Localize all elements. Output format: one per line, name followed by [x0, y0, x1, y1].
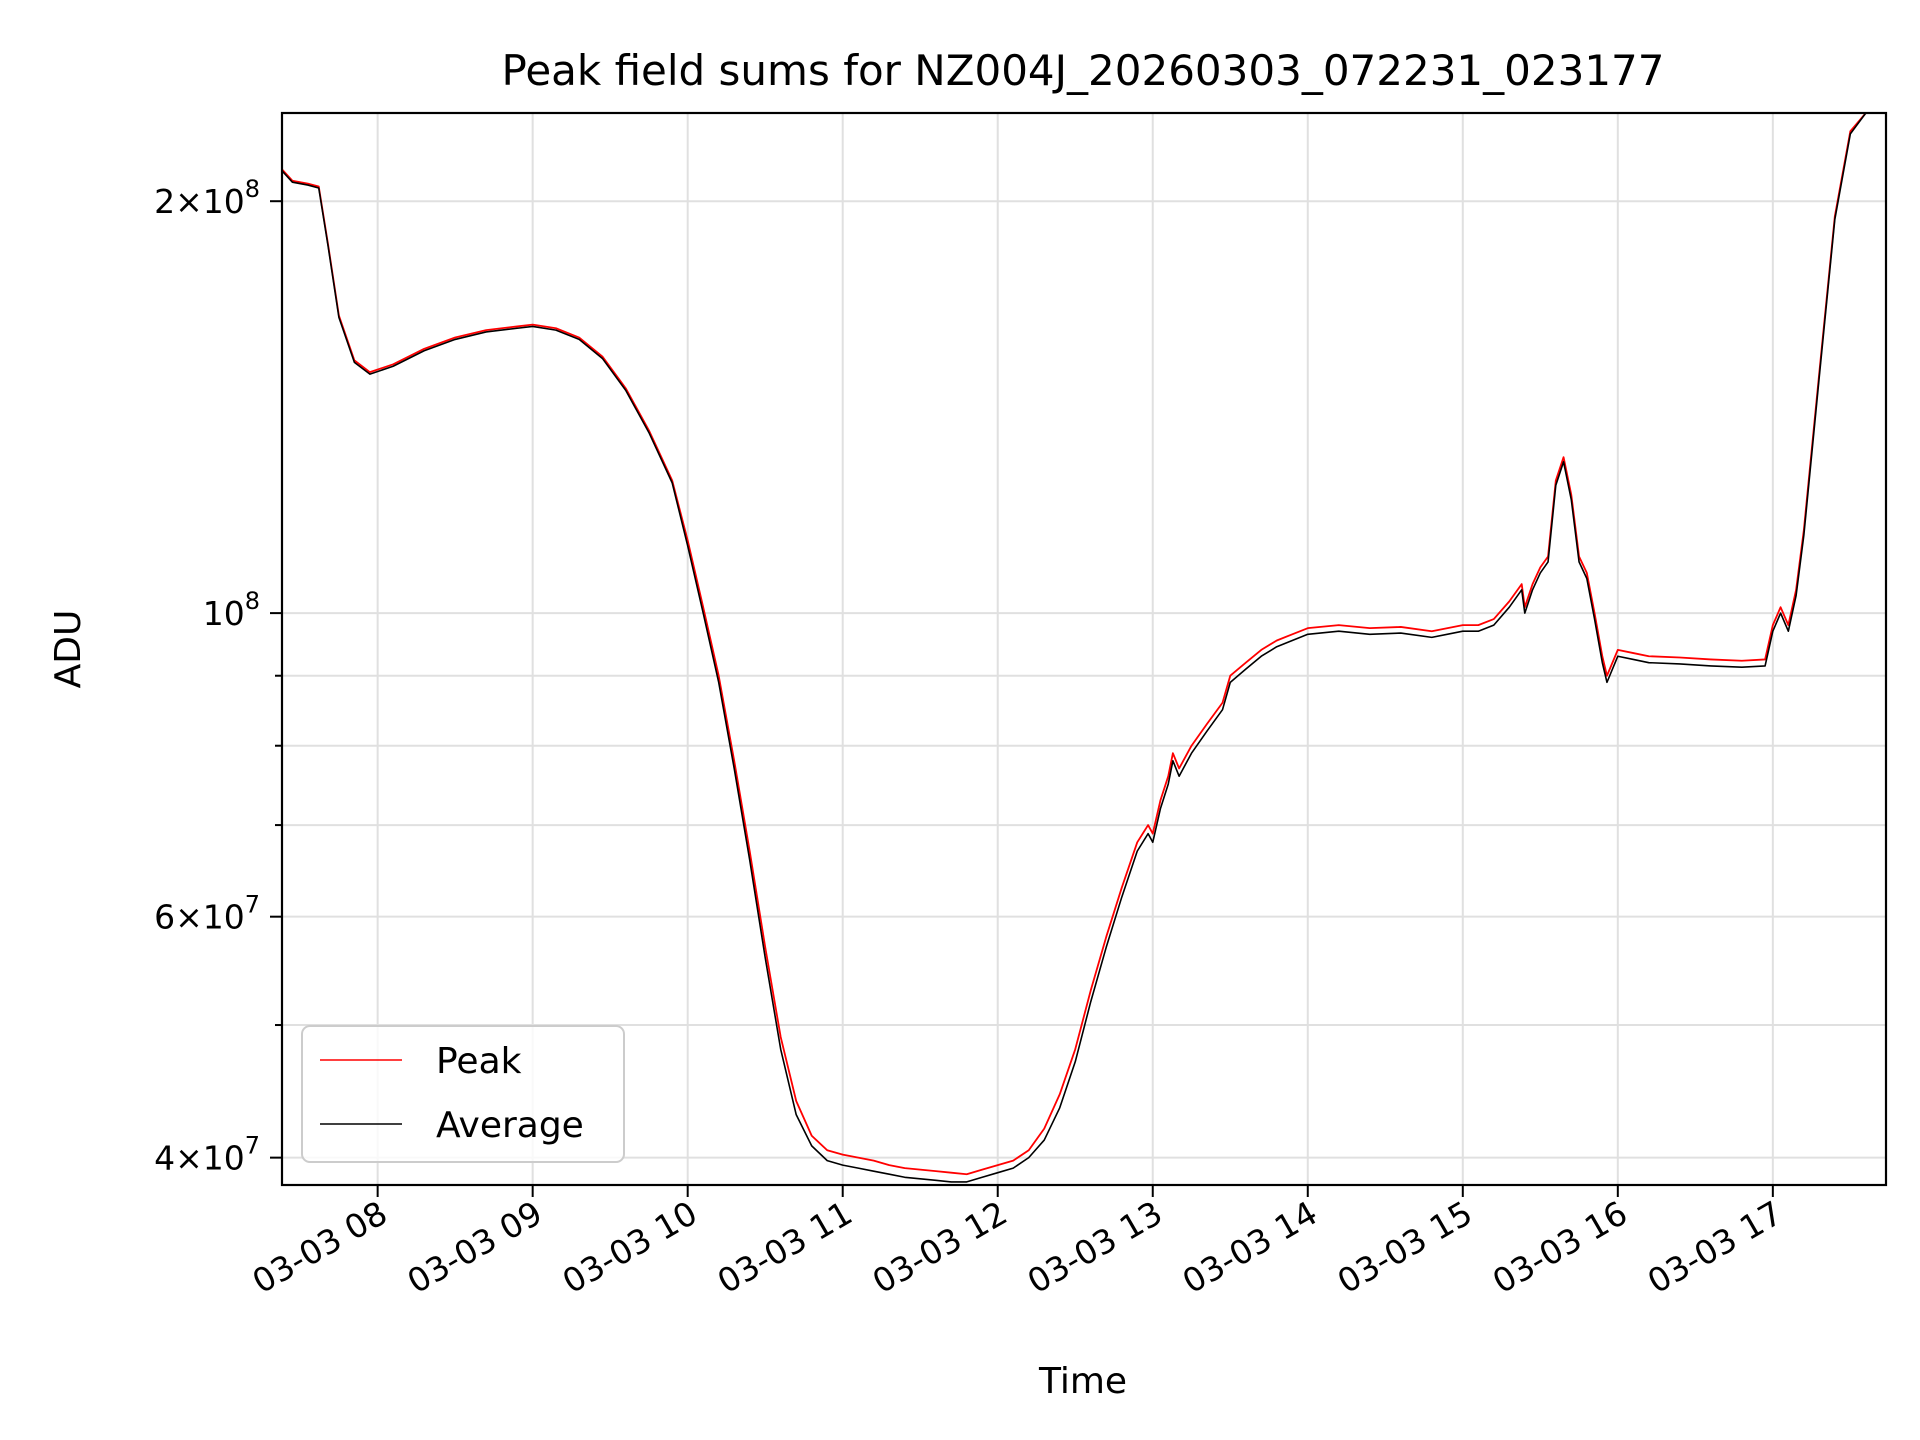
legend: Peak Average [301, 1025, 625, 1163]
y-tick-times: ×10 [175, 1139, 245, 1178]
x-tick-label: 03-03 12 [866, 1193, 1014, 1301]
x-tick-label: 03-03 15 [1331, 1193, 1479, 1301]
chart-title: Peak field sums for NZ004J_20260303_0722… [502, 46, 1665, 95]
y-tick-mantissa: 4 [154, 1139, 175, 1178]
y-tick-label: 6×107 [154, 891, 260, 937]
y-tick-label: 108 [203, 587, 260, 633]
x-axis: 03-03 08 03-03 09 03-03 10 03-03 11 03-03 12… [246, 1185, 1789, 1301]
y-tick-exponent: 7 [245, 1132, 260, 1160]
x-tick-label: 03-03 16 [1486, 1193, 1634, 1301]
y-tick-times: ×10 [175, 898, 245, 937]
y-axis-label: ADU [48, 610, 89, 689]
y-tick-mantissa: 2 [154, 182, 175, 221]
x-tick-label: 03-03 10 [556, 1193, 704, 1301]
series-line-average [281, 112, 1886, 1183]
y-tick-base: 10 [203, 594, 245, 633]
series-layer [281, 112, 1886, 1183]
y-tick-label: 2×108 [154, 175, 260, 221]
series-line-peak [281, 112, 1886, 1176]
y-tick-exponent: 7 [245, 891, 260, 919]
x-tick-label: 03-03 09 [401, 1193, 549, 1301]
y-tick-label: 4×107 [154, 1132, 260, 1178]
x-tick-label: 03-03 13 [1021, 1193, 1169, 1301]
x-tick-label: 03-03 17 [1641, 1193, 1789, 1301]
y-tick-times: ×10 [175, 182, 245, 221]
y-tick-exponent: 8 [245, 587, 260, 615]
x-axis-label: Time [1038, 1361, 1127, 1402]
x-tick-label: 03-03 08 [246, 1193, 394, 1301]
plot-frame [280, 111, 1888, 1187]
y-tick-exponent: 8 [245, 175, 260, 203]
legend-label-average: Average [436, 1105, 584, 1146]
x-tick-label: 03-03 11 [711, 1193, 859, 1301]
x-tick-label: 03-03 14 [1176, 1193, 1324, 1301]
y-tick-mantissa: 6 [154, 898, 175, 937]
grid [282, 113, 1886, 1185]
legend-label-peak: Peak [436, 1041, 522, 1082]
